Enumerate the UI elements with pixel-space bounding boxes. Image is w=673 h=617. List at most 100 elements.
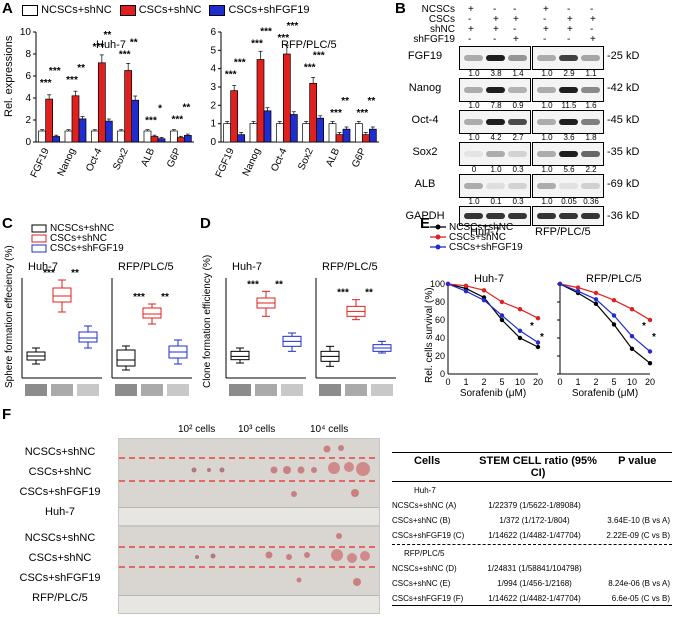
data-point [611, 313, 617, 318]
sig-marker: ** [130, 38, 138, 49]
blot-kd: -69 kD [607, 178, 640, 190]
bar-oct-4-2 [289, 114, 298, 143]
table-row: NCSCs+shNC (D) 1/24831 (1/58841/104798) [392, 564, 672, 573]
blot-quant: 1.0 [468, 197, 480, 206]
legend-item-cscs: CSCs+shNC [119, 4, 201, 16]
data-point [463, 283, 469, 288]
blot-band-box [532, 206, 604, 226]
blot-band [581, 87, 600, 93]
bar-sox2-2 [131, 99, 140, 143]
x-tick-label: 20 [533, 377, 543, 387]
blot-quant: 2.7 [512, 133, 524, 142]
bar-sox2-0 [117, 130, 126, 143]
bar-sox2-2 [316, 117, 325, 143]
blot-band [581, 213, 600, 219]
table-cell: 6.6e-05 (C vs B) [611, 594, 670, 603]
blot-band [581, 55, 600, 61]
blot-band [486, 55, 505, 61]
blot-mark: - [513, 4, 517, 15]
bar-fgf19-0 [38, 130, 47, 143]
x-tick-label: 2 [593, 377, 598, 387]
y-tick-label: 40 [435, 333, 445, 343]
blot-mark: + [468, 4, 474, 15]
data-point [499, 313, 505, 318]
data-point [593, 290, 599, 296]
panel-f: 10² cells 10³ cells 10⁴ cells NCSCs+shNC… [0, 424, 673, 617]
blot-mark: + [493, 24, 499, 35]
blot-band-box [532, 142, 604, 166]
blot-quant: 0.3 [512, 197, 524, 206]
data-point [517, 307, 523, 312]
blot-mark: + [513, 34, 519, 45]
table-cell: 8.24e-06 (B vs A) [608, 579, 670, 588]
bar-nanog-2 [78, 118, 87, 143]
bar-fgf19-1 [230, 90, 239, 143]
blot-band-box [532, 110, 604, 134]
table-group-huh7: Huh-7 [414, 486, 436, 495]
blot-mark: + [493, 14, 499, 25]
blot-mark: + [543, 24, 549, 35]
x-tick-label: Sox2 [111, 146, 131, 172]
data-point [535, 344, 541, 350]
blot-mark: + [543, 4, 549, 15]
table-cell [592, 564, 670, 573]
y-tick-label: 5 [210, 45, 216, 56]
sig-marker: *** [92, 42, 104, 53]
sig-marker: *** [171, 114, 183, 125]
legend-box [31, 244, 47, 253]
bar-nanog-1 [71, 95, 80, 143]
data-point [481, 298, 487, 303]
x-tick-label: Nanog [241, 147, 263, 178]
blot-quant: 7.8 [490, 101, 502, 110]
sig-marker: * [540, 332, 544, 343]
blot-quant: 1.8 [585, 133, 597, 142]
blot-kd: -36 kD [607, 210, 640, 222]
blot-band [464, 213, 483, 219]
x-axis-label: Sorafenib (μM) [572, 388, 638, 399]
table-cell: CSCs+shNC (E) [392, 579, 451, 588]
thumbnail [115, 384, 137, 396]
thumbnail [319, 384, 341, 396]
data-point [629, 334, 635, 339]
blot-header-ncscs: NCSCs [421, 4, 455, 15]
blot-mark: + [468, 24, 474, 35]
legend-box [31, 224, 47, 233]
sig-marker: ** [161, 292, 169, 303]
col-header-1e2: 10² cells [178, 424, 216, 435]
table-cell: CSCs+shNC (B) [392, 516, 451, 525]
box [116, 349, 136, 367]
blot-band-box [459, 174, 531, 198]
data-point [535, 316, 541, 321]
box [78, 331, 98, 343]
y-tick-label: 0 [25, 137, 31, 148]
blot-band [486, 213, 505, 219]
sig-marker: *** [260, 27, 272, 38]
blot-mark: - [567, 34, 571, 45]
data-point [611, 298, 617, 303]
thumbnail [255, 384, 277, 396]
y-tick-label: 8 [25, 49, 31, 60]
table-cell [592, 501, 670, 510]
sig-marker: *** [133, 292, 145, 303]
blot-quant: 4.2 [490, 133, 502, 142]
sig-marker: ** [341, 96, 349, 107]
blot-quant: 1.0 [468, 133, 480, 142]
bar-oct-4-0 [90, 130, 99, 143]
blot-quant: 0.1 [490, 197, 502, 206]
blot-mark: - [567, 4, 571, 15]
blot-quant: 3.6 [563, 133, 575, 142]
x-tick-label: 20 [645, 377, 655, 387]
sig-marker: ** [183, 102, 191, 113]
blot-band [486, 119, 505, 125]
data-point [445, 281, 451, 287]
blot-kd: -45 kD [607, 114, 640, 126]
subplot-title: Huh-7 [474, 273, 504, 285]
blot-quant: 1.0 [490, 165, 502, 174]
blot-band [464, 151, 483, 157]
bar-alb-0 [143, 130, 152, 143]
data-point [517, 335, 523, 341]
series-line [447, 283, 539, 344]
blot-mark: - [493, 4, 497, 15]
y-tick-label: 4 [210, 64, 216, 75]
bar-alb-0 [328, 123, 337, 143]
